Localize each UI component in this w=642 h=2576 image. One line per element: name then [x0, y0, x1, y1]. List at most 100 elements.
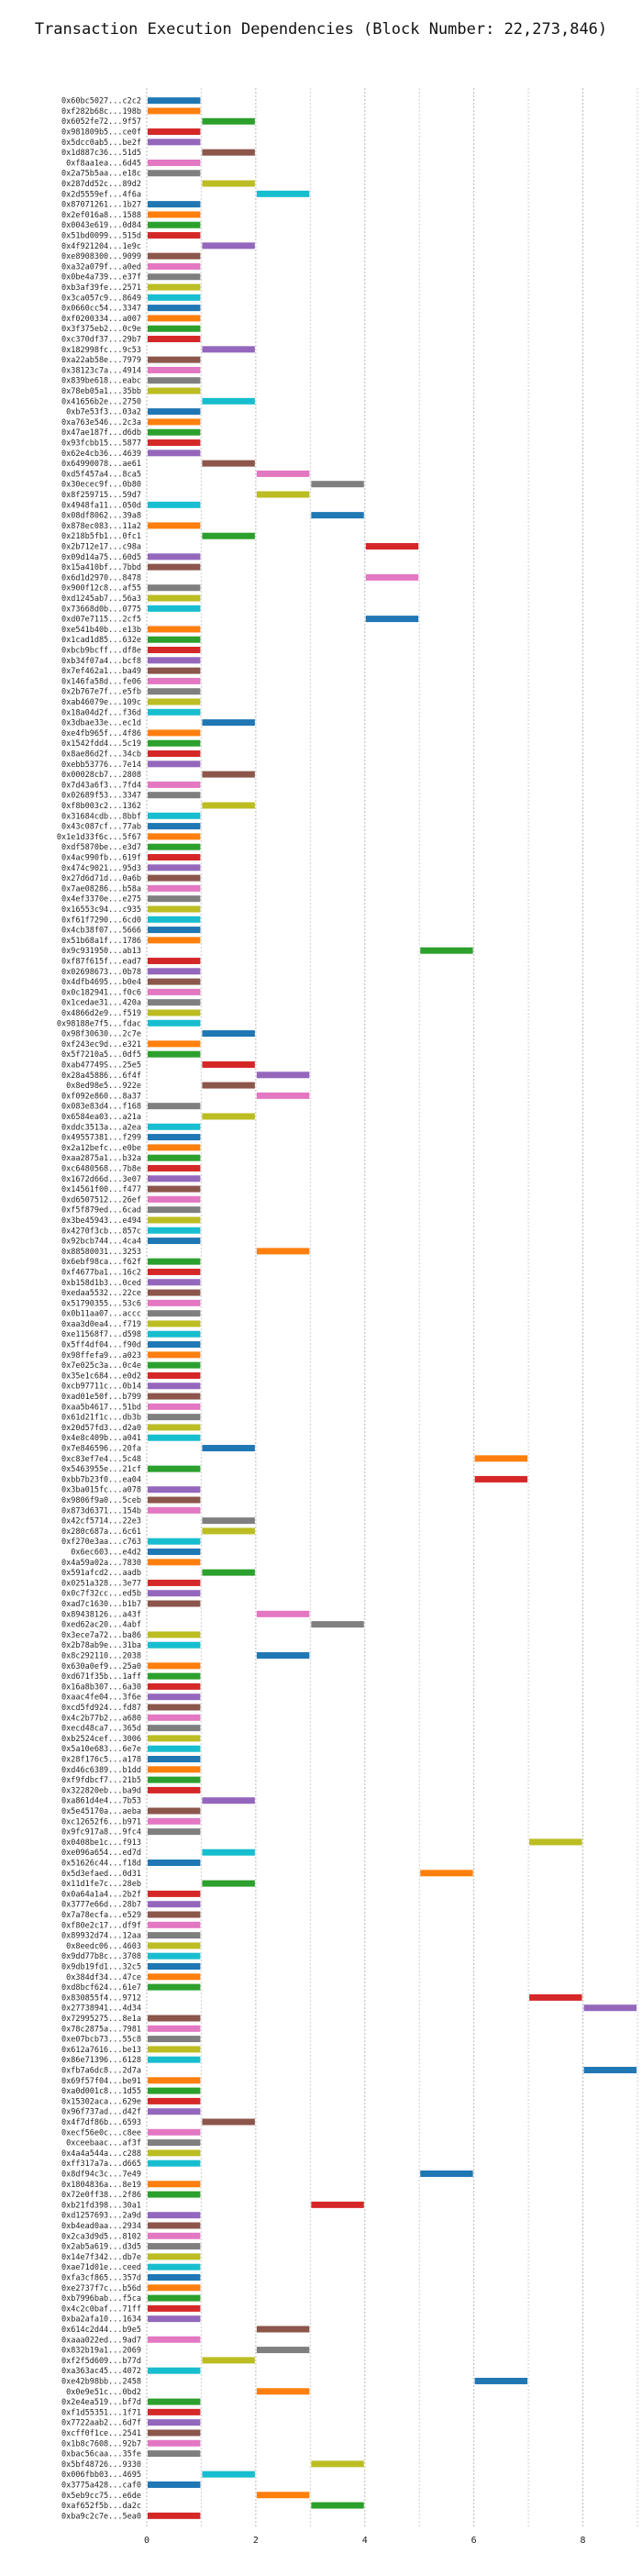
y-tick-label: 0x4ef3370e...e275: [61, 895, 141, 905]
y-tick-label: 0xe07bcb73...55c8: [61, 2036, 141, 2045]
bar-80: [148, 927, 201, 934]
y-tick-label: 0x322820eb...ba9d: [61, 1786, 141, 1795]
y-tick-label: 0xbac56caa...35fe: [61, 2450, 141, 2459]
bar-209: [148, 2263, 201, 2271]
bar-27: [148, 377, 201, 384]
y-tick-label: 0xb2524cef...3006: [61, 1735, 141, 1744]
y-tick-label: 0x35e1c684...e0d2: [61, 1371, 141, 1381]
bar-130: [202, 1445, 255, 1452]
y-tick-label: 0x006fbb03...4695: [61, 2471, 141, 2480]
y-tick-label: 0x47ae187f...d6db: [61, 428, 141, 438]
y-tick-label: 0x16a8b307...6a30: [61, 1682, 141, 1692]
bar-7: [148, 170, 201, 177]
bar-93: [202, 1060, 255, 1068]
y-tick-label: 0x1672d66d...3e07: [61, 1175, 141, 1184]
y-tick-label: 0x4cb38f07...5666: [61, 927, 141, 936]
y-tick-label: 0x4a59a02a...7830: [61, 1559, 141, 1568]
bar-83: [148, 957, 201, 964]
bar-188: [148, 2046, 201, 2053]
bar-99: [148, 1123, 201, 1130]
y-tick-label: 0xa0d001c8...1d55: [61, 2087, 141, 2096]
y-tick-label: 0x08df8062...39a8: [61, 512, 141, 521]
y-tick-label: 0x18a04d2f...f36d: [61, 708, 141, 717]
bar-73: [148, 853, 201, 861]
y-tick-label: 0x69f57f04...be91: [61, 2077, 141, 2086]
bar-23: [148, 336, 201, 343]
y-tick-label: 0x083e83d4...f168: [61, 1103, 141, 1112]
bar-12: [148, 221, 201, 228]
bar-116: [148, 1299, 201, 1306]
y-tick-label: 0x384df34...47ce: [66, 1973, 141, 1982]
bar-153: [148, 1682, 201, 1690]
bar-15: [148, 252, 201, 260]
bar-122: [148, 1361, 201, 1369]
bar-157: [148, 1725, 201, 1732]
bar-187: [148, 2036, 201, 2043]
y-tick-label: 0xaf652f5b...da2c: [61, 2502, 141, 2511]
y-tick-label: 0x72e0ff38...2f86: [61, 2191, 141, 2200]
bar-98: [202, 1113, 255, 1120]
bar-33: [148, 439, 201, 447]
bar-5: [202, 149, 255, 156]
bar-176: [148, 1921, 201, 1928]
y-tick-label: 0x5ff4df04...f90d: [61, 1341, 141, 1350]
bar-200: [420, 2170, 473, 2177]
y-tick-label: 0x16553c94...c935: [61, 905, 141, 915]
y-tick-label: 0x900f12c8...af55: [61, 584, 141, 594]
bar-19: [148, 294, 201, 301]
y-tick-label: 0xc12652f6...b971: [61, 1817, 141, 1827]
y-tick-label: 0xf80e2c17...df9f: [61, 1921, 141, 1930]
bar-53: [148, 647, 201, 654]
bar-205: [148, 2222, 201, 2229]
y-tick-label: 0xa763e546...2c3a: [61, 418, 141, 427]
y-tick-label: 0x5f7210a5...0df5: [61, 1050, 141, 1060]
y-tick-label: 0xf61f7290...6cd0: [61, 916, 141, 925]
y-tick-label: 0x0043e619...0d84: [61, 221, 141, 230]
y-tick-label: 0x51790355...53c6: [61, 1299, 141, 1308]
y-tick-label: 0x614c2d44...b9e5: [61, 2326, 141, 2335]
bar-137: [202, 1517, 255, 1525]
y-tick-label: 0x2b767e7f...e5fb: [61, 688, 141, 697]
bar-172: [202, 1880, 255, 1887]
y-tick-label: 0xddc3513a...a2ea: [61, 1123, 141, 1132]
bar-204: [148, 2212, 201, 2219]
y-tick-label: 0xfb7a6dc8...2d7a: [61, 2066, 141, 2075]
y-tick-label: 0xe541b40b...e13b: [61, 626, 141, 635]
bar-0: [148, 97, 201, 105]
y-tick-label: 0x96f737ad...d42f: [61, 2108, 141, 2117]
bar-60: [202, 719, 255, 727]
y-tick-label: 0xd46c6389...b1dd: [61, 1766, 141, 1775]
y-tick-label: 0x878ec083...11a2: [61, 522, 141, 531]
x-tick-label: 4: [362, 2536, 368, 2546]
bar-43: [365, 543, 419, 550]
bar-214: [148, 2315, 201, 2323]
y-tick-label: 0x87071261...1b27: [61, 201, 141, 210]
y-tick-label: 0x6584ea03...a21a: [61, 1113, 141, 1122]
y-tick-label: 0x60bc5027...c2c2: [61, 97, 141, 106]
y-tick-label: 0xb7996bab...f5ca: [61, 2294, 141, 2304]
bar-218: [202, 2357, 255, 2364]
y-tick-label: 0x72995275...8e1a: [61, 2015, 141, 2024]
y-tick-label: 0x6ebf98ca...f62f: [61, 1258, 141, 1267]
bar-110: [148, 1238, 201, 1245]
bar-151: [148, 1662, 201, 1670]
y-tick-label: 0x64990078...ae61: [61, 460, 141, 469]
bar-231: [256, 2492, 310, 2499]
y-tick-label: 0x7e025c3a...0c4e: [61, 1361, 141, 1371]
bar-14: [202, 242, 255, 250]
y-tick-label: 0x3dbae33e...ec1d: [61, 719, 141, 728]
y-tick-label: 0xd671f35b...1aff: [61, 1672, 141, 1682]
y-tick-label: 0xcff0f1ce...2541: [61, 2429, 141, 2438]
y-tick-label: 0x14561f00...f477: [61, 1185, 141, 1194]
bar-102: [148, 1154, 201, 1161]
bar-70: [148, 823, 201, 830]
y-tick-label: 0xa363ac45...4072: [61, 2367, 141, 2376]
y-tick-label: 0x7e846596...20fa: [61, 1445, 141, 1454]
y-tick-label: 0xceebaac...af3f: [66, 2139, 141, 2149]
bar-8: [202, 180, 255, 187]
y-tick-label: 0xd5f457a4...8ca5: [61, 470, 141, 479]
y-tick-label: 0x3ece7a72...ba86: [61, 1631, 141, 1640]
y-tick-label: 0x0e9e51c...0bd2: [66, 2388, 141, 2397]
bar-195: [202, 2118, 255, 2126]
